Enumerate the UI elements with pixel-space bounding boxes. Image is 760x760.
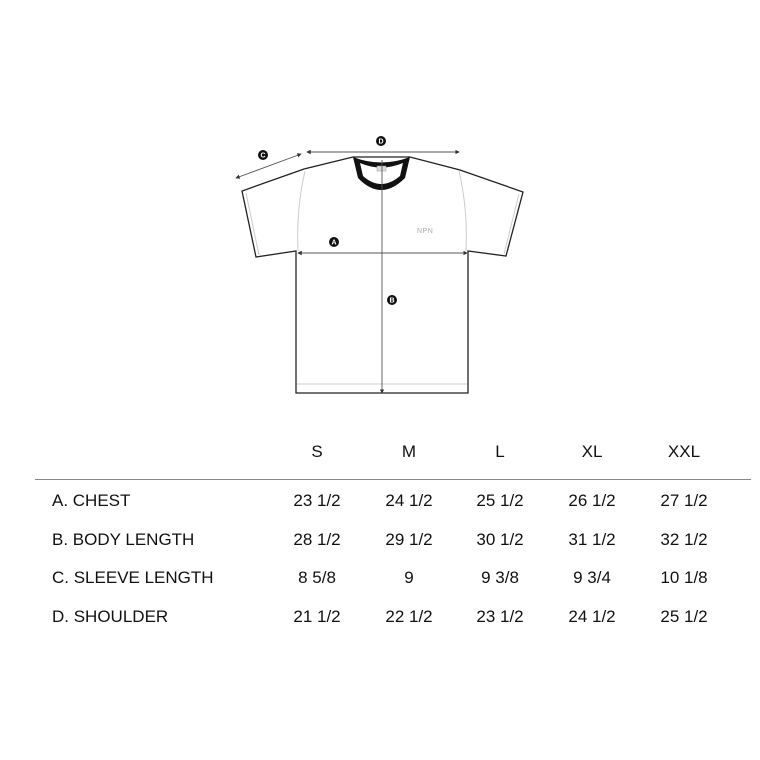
row-label: D. SHOULDER xyxy=(52,607,169,626)
marker-c: C xyxy=(258,150,268,160)
table-cell: 9 xyxy=(404,568,414,587)
table-cell: 28 1/2 xyxy=(293,530,341,549)
column-header-s: S xyxy=(311,442,323,461)
table-cell: 31 1/2 xyxy=(568,530,616,549)
table-cell: 9 3/4 xyxy=(573,568,611,587)
table-cell: 25 1/2 xyxy=(476,491,524,510)
measure-c-line xyxy=(235,153,302,179)
header-divider xyxy=(35,479,751,480)
table-cell: 32 1/2 xyxy=(660,530,708,549)
table-cell: 23 1/2 xyxy=(476,607,524,626)
svg-text:D: D xyxy=(378,139,383,146)
svg-text:A: A xyxy=(331,240,336,247)
table-cell: 10 1/8 xyxy=(660,568,708,587)
marker-b: B xyxy=(387,295,397,305)
marker-d: D xyxy=(376,136,386,146)
column-header-xl: XL xyxy=(581,442,603,461)
chest-logo: NPN xyxy=(417,228,433,235)
table-cell: 8 5/8 xyxy=(298,568,336,587)
table-cell: 23 1/2 xyxy=(293,491,341,510)
table-cell: 30 1/2 xyxy=(476,530,524,549)
table-cell: 22 1/2 xyxy=(385,607,433,626)
column-header-m: M xyxy=(401,442,417,461)
row-label: A. CHEST xyxy=(52,491,131,510)
marker-a: A xyxy=(329,237,339,247)
row-label: C. SLEEVE LENGTH xyxy=(52,568,214,587)
column-header-xxl: XXL xyxy=(667,442,701,461)
table-cell: 27 1/2 xyxy=(660,491,708,510)
column-header-l: L xyxy=(495,442,505,461)
tshirt-outline xyxy=(241,156,524,394)
table-cell: 9 3/8 xyxy=(481,568,519,587)
measure-lines xyxy=(235,149,468,394)
svg-text:C: C xyxy=(260,153,265,160)
table-cell: 21 1/2 xyxy=(293,607,341,626)
table-cell: 26 1/2 xyxy=(568,491,616,510)
svg-text:B: B xyxy=(389,298,394,305)
table-cell: 29 1/2 xyxy=(385,530,433,549)
tshirt-diagram: NPN D C A B xyxy=(235,136,524,394)
neck-label xyxy=(376,165,387,172)
table-cell: 24 1/2 xyxy=(568,607,616,626)
table-cell: 25 1/2 xyxy=(660,607,708,626)
table-cell: 24 1/2 xyxy=(385,491,433,510)
row-label: B. BODY LENGTH xyxy=(52,530,195,549)
